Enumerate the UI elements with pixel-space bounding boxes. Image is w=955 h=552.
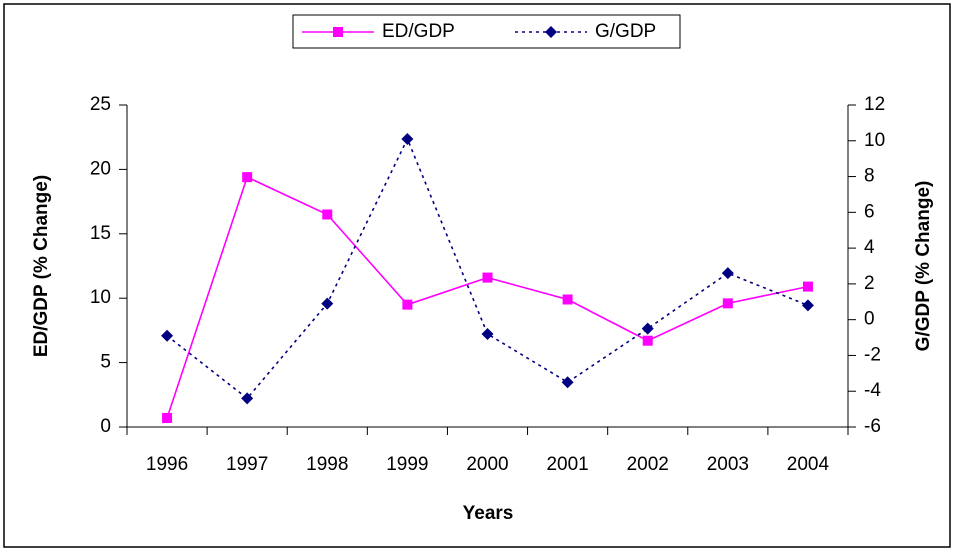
legend-label: ED/GDP [382, 21, 455, 42]
y-tick-label: 25 [90, 94, 111, 115]
data-point [802, 281, 813, 292]
y2-tick-label: 12 [864, 94, 885, 115]
x-tick-label: 1998 [306, 454, 348, 475]
data-point [481, 327, 494, 340]
y-axis-title: ED/GDP (% Change) [31, 175, 52, 357]
y2-tick-label: 4 [864, 237, 875, 258]
data-point [482, 272, 493, 283]
data-point [642, 335, 653, 346]
data-point [722, 298, 733, 309]
data-point [641, 322, 654, 335]
legend-marker [333, 27, 343, 37]
y2-tick-label: 10 [864, 130, 885, 151]
x-tick-label: 2001 [546, 454, 588, 475]
y2-tick-label: 6 [864, 201, 875, 222]
y2-tick-label: -4 [864, 380, 881, 401]
y2-tick-label: 8 [864, 166, 875, 187]
data-point [321, 297, 334, 310]
x-axis-title: Years [463, 503, 514, 524]
y2-tick-label: 2 [864, 273, 875, 294]
data-point [401, 132, 414, 145]
legend-marker [545, 26, 557, 38]
data-point [161, 329, 174, 342]
x-tick-label: 1996 [146, 454, 188, 475]
y2-tick-label: -2 [864, 344, 881, 365]
legend-label: G/GDP [595, 21, 656, 42]
x-tick-label: 1999 [386, 454, 428, 475]
x-tick-label: 2003 [707, 454, 749, 475]
y-tick-label: 5 [100, 352, 111, 373]
y-tick-label: 10 [90, 287, 111, 308]
data-point [322, 209, 333, 220]
data-point [402, 299, 413, 310]
data-point [562, 294, 573, 305]
x-tick-label: 2004 [787, 454, 830, 475]
x-tick-label: 1997 [226, 454, 268, 475]
y-tick-label: 15 [90, 223, 111, 244]
x-tick-label: 2002 [627, 454, 669, 475]
x-tick-label: 2000 [466, 454, 508, 475]
chart-border [3, 3, 951, 548]
y2-tick-label: -6 [864, 416, 881, 437]
data-point [721, 267, 734, 280]
data-point [242, 172, 253, 183]
y-tick-label: 0 [100, 416, 111, 437]
y-tick-label: 20 [90, 158, 111, 179]
y2-axis-title: G/GDP (% Change) [913, 181, 934, 352]
data-point [801, 299, 814, 312]
y2-tick-label: 0 [864, 309, 875, 330]
data-point [561, 376, 574, 389]
data-point [241, 392, 254, 405]
data-point [162, 412, 173, 423]
